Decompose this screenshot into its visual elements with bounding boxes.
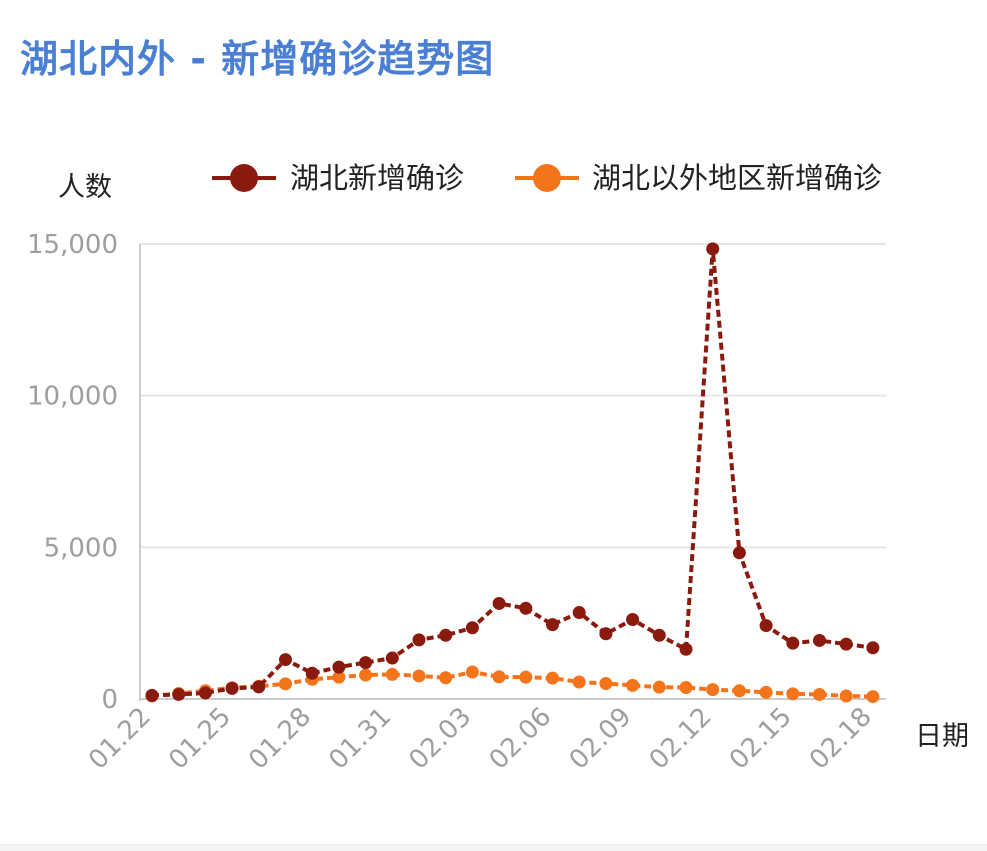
data-point[interactable] xyxy=(759,685,773,699)
data-point[interactable] xyxy=(279,677,292,691)
x-tick-label: 02.09 xyxy=(564,702,638,776)
legend-marker xyxy=(533,164,561,192)
data-point[interactable] xyxy=(652,680,666,694)
data-point[interactable] xyxy=(839,689,853,703)
data-point[interactable] xyxy=(626,678,640,692)
y-axis-label: 人数 xyxy=(58,172,112,203)
legend-item-0[interactable]: 湖北新增确诊 xyxy=(212,161,464,195)
bottom-divider xyxy=(0,844,987,851)
x-tick-label: 02.15 xyxy=(724,702,798,776)
series-layer xyxy=(145,242,880,704)
y-tick-label: 15,000 xyxy=(27,230,118,260)
data-point[interactable] xyxy=(732,684,746,698)
data-point[interactable] xyxy=(519,601,533,615)
data-point[interactable] xyxy=(198,686,212,700)
data-point[interactable] xyxy=(465,665,479,679)
x-tick-label: 02.06 xyxy=(484,702,558,776)
legend-label: 湖北新增确诊 xyxy=(290,161,464,195)
data-point[interactable] xyxy=(465,621,479,635)
data-point[interactable] xyxy=(679,680,693,694)
data-point[interactable] xyxy=(572,675,586,689)
data-point[interactable] xyxy=(412,633,426,647)
data-point[interactable] xyxy=(759,619,773,633)
page-title: 湖北内外 - 新增确诊趋势图 xyxy=(20,37,495,81)
data-point[interactable] xyxy=(145,688,159,702)
x-axis-label: 日期 xyxy=(915,721,969,752)
x-tick-label: 01.31 xyxy=(323,702,397,776)
data-point[interactable] xyxy=(786,687,800,701)
y-tick-label: 0 xyxy=(101,685,118,715)
x-tick-label: 02.03 xyxy=(404,702,478,776)
legend-marker xyxy=(230,164,258,192)
data-point[interactable] xyxy=(866,690,880,704)
data-point[interactable] xyxy=(813,633,826,647)
data-point[interactable] xyxy=(225,681,239,695)
data-point[interactable] xyxy=(626,613,640,627)
data-point[interactable] xyxy=(385,667,399,681)
data-point[interactable] xyxy=(359,668,373,682)
x-tick-label: 01.25 xyxy=(163,702,237,776)
data-point[interactable] xyxy=(332,670,346,684)
data-point[interactable] xyxy=(492,596,506,610)
data-point[interactable] xyxy=(439,671,453,685)
data-point[interactable] xyxy=(813,687,826,701)
data-point[interactable] xyxy=(786,636,800,650)
data-point[interactable] xyxy=(385,651,399,665)
series-line-0 xyxy=(151,246,874,698)
x-tick-label: 01.28 xyxy=(243,702,317,776)
data-point[interactable] xyxy=(412,669,426,683)
data-point[interactable] xyxy=(572,606,586,620)
data-point[interactable] xyxy=(332,660,346,674)
data-point[interactable] xyxy=(679,642,693,656)
data-point[interactable] xyxy=(839,637,853,651)
legend-item-1[interactable]: 湖北以外地区新增确诊 xyxy=(515,161,882,195)
data-point[interactable] xyxy=(519,670,533,684)
data-point[interactable] xyxy=(359,656,373,670)
data-point[interactable] xyxy=(492,670,506,684)
data-point[interactable] xyxy=(599,627,613,641)
data-point[interactable] xyxy=(732,546,746,560)
legend[interactable]: 湖北新增确诊 湖北以外地区新增确诊 xyxy=(212,161,882,195)
data-point[interactable] xyxy=(706,683,720,697)
data-point[interactable] xyxy=(599,677,613,691)
x-tick-label: 02.12 xyxy=(644,702,718,776)
data-point[interactable] xyxy=(652,628,666,642)
data-point[interactable] xyxy=(546,671,559,685)
data-point[interactable] xyxy=(866,641,880,655)
data-point[interactable] xyxy=(546,618,559,632)
data-point[interactable] xyxy=(439,628,453,642)
data-point[interactable] xyxy=(706,242,720,256)
data-point[interactable] xyxy=(279,653,292,667)
data-point[interactable] xyxy=(172,687,186,701)
y-tick-label: 5,000 xyxy=(44,533,118,563)
x-tick-label: 01.22 xyxy=(83,702,157,776)
data-point[interactable] xyxy=(305,666,319,680)
x-tick-label: 02.18 xyxy=(804,702,878,776)
data-point[interactable] xyxy=(252,680,266,694)
y-tick-label: 10,000 xyxy=(27,382,118,412)
legend-label: 湖北以外地区新增确诊 xyxy=(592,161,882,195)
